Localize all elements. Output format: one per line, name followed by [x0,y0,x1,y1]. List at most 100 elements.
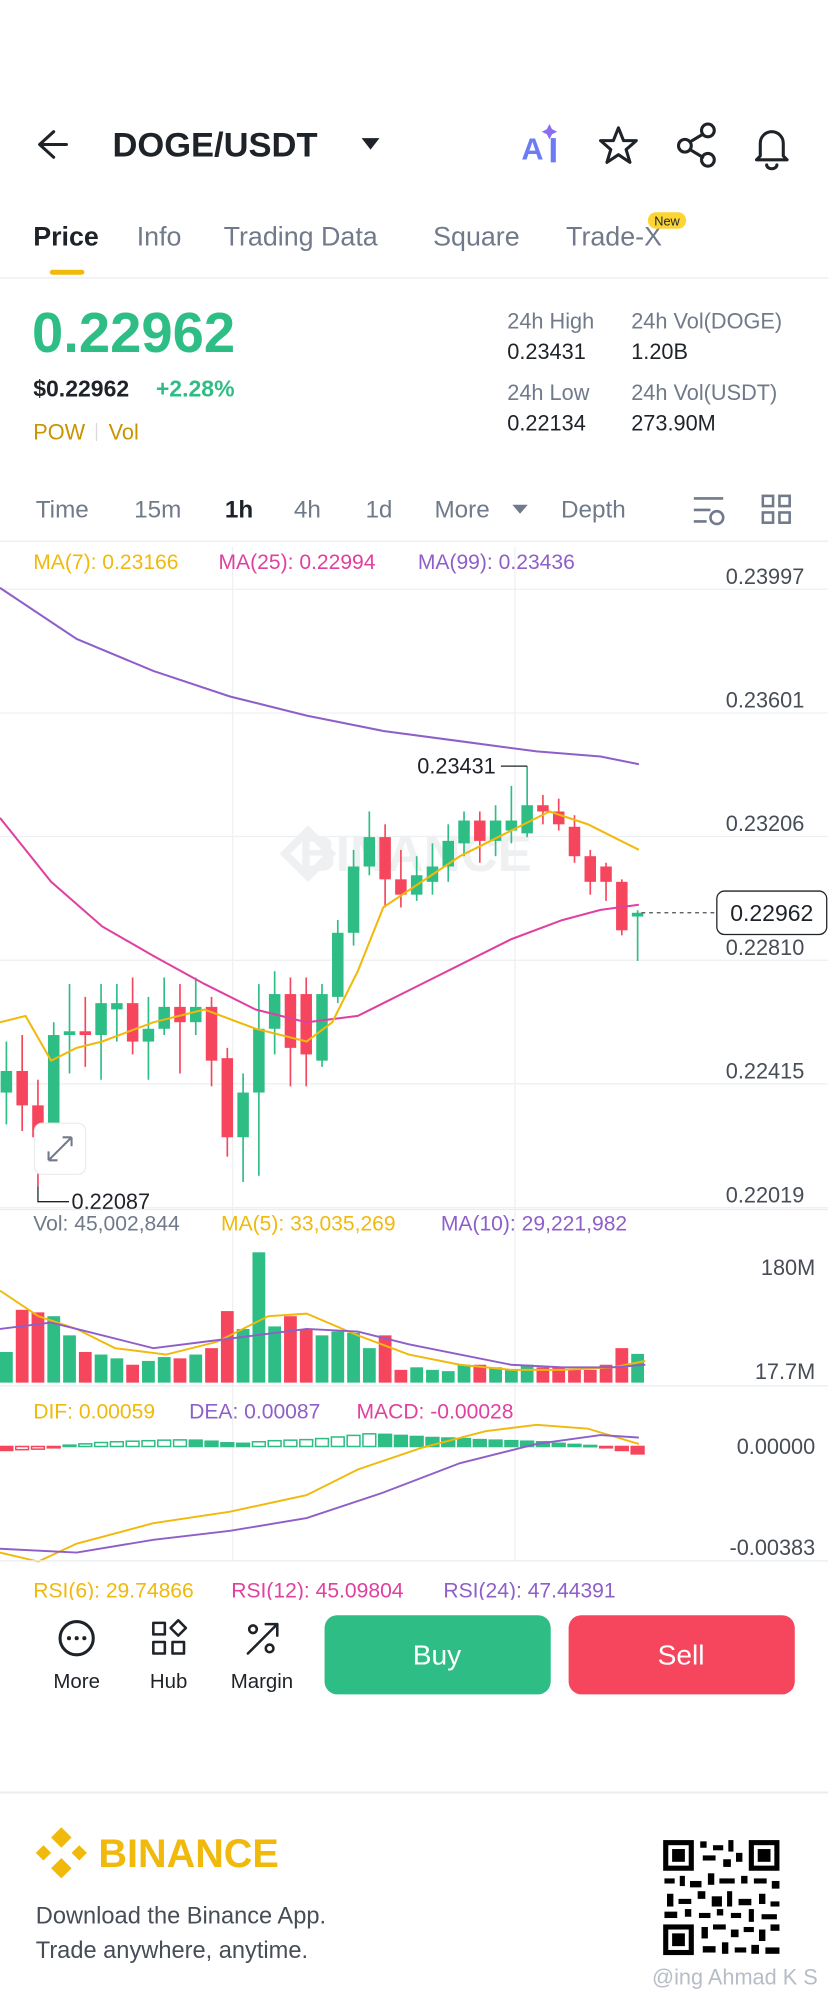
volume-bar [157,1357,171,1383]
tab[interactable]: Trade-X [566,221,662,251]
candle-body [489,820,502,841]
ma-legend: MA(7): 0.23166 [33,551,178,574]
watermark-icon [279,825,337,883]
current-price-label: 0.22962 [730,900,813,926]
interval[interactable]: Time [36,496,89,523]
action-label: Hub [150,1670,188,1693]
sell-label: Sell [658,1639,705,1670]
macd-bar [109,1440,125,1448]
volume-bar [205,1348,218,1383]
vol-ma10-line [0,1321,646,1369]
interval[interactable]: 1h [225,496,253,523]
stat-label: 24h Vol(DOGE) [631,308,782,333]
share-button[interactable] [676,122,716,168]
rsi-legend: RSI(12): 45.09804 [231,1579,404,1602]
stat-label: 24h Vol(USDT) [631,380,777,405]
macd-bar [551,1442,566,1448]
macd-bar [157,1439,172,1448]
volume-bar [142,1360,155,1383]
expand-button[interactable] [33,1122,87,1175]
candle-body [332,932,344,997]
macd-bar [472,1438,487,1448]
macd-legend: DEA: 0.00087 [189,1401,320,1424]
tag[interactable]: POW [33,419,85,444]
margin-action[interactable]: Margin [231,1622,293,1693]
brand: BINANCE [98,1832,278,1876]
volume-bar [110,1358,124,1383]
layout-toggle[interactable] [761,494,791,524]
candle-body [47,1035,60,1138]
macd-bar [583,1444,598,1448]
candle-body [126,1003,139,1042]
divider [0,1791,828,1794]
macd-bar [15,1445,30,1451]
pair-title[interactable]: DOGE/USDT [112,127,317,165]
interval[interactable]: Depth [561,496,626,523]
macd-bar [220,1442,235,1448]
candle-body [363,837,376,867]
candle-body [584,856,597,882]
tab[interactable]: Price [33,221,99,251]
watermark: @ing Ahmad K S [652,1964,818,1989]
macd-bar [188,1439,203,1448]
candle-body [300,994,312,1055]
divider [0,1560,828,1562]
favorite-button[interactable] [599,126,638,164]
ai-icon[interactable]: A [521,124,558,167]
new-badge-text: New [654,214,680,229]
back-button[interactable] [38,130,68,159]
hub-action[interactable]: Hub [150,1619,188,1693]
volume-panel: 180M 17.7M [0,1252,815,1384]
candle-body [205,1006,218,1061]
volume-bar [552,1367,566,1383]
buy-button[interactable] [324,1615,551,1695]
vol-ma5-line [0,1289,646,1371]
interval[interactable]: 4h [294,496,321,523]
macd-bar [614,1445,629,1452]
candle-body [190,1006,202,1023]
candle-body [600,866,612,882]
interval[interactable]: More [434,496,489,523]
divider [0,1385,828,1387]
y-tick-label: 0.23206 [726,811,805,836]
candle-body [316,994,328,1061]
candle-body [16,1070,28,1106]
tab[interactable]: Info [137,221,182,251]
tab[interactable]: Square [433,221,520,251]
macd-bar [251,1440,267,1448]
macd-bar [235,1442,251,1448]
volume-bar [331,1331,345,1383]
interval[interactable]: 1d [365,496,392,523]
more-dropdown[interactable] [512,504,528,514]
footer-line: Download the Binance App. [36,1904,326,1930]
macd-bar [204,1440,219,1448]
volume-bar [78,1351,92,1383]
volume-bar [94,1354,108,1383]
sell-button[interactable] [568,1615,795,1695]
volume-bar [252,1252,266,1383]
alert-button[interactable] [754,130,789,171]
volume-bar [426,1369,439,1383]
candle-body [111,1003,123,1010]
last-price: 0.22962 [32,301,235,364]
indicator-settings[interactable] [693,497,725,526]
vol-tick-label: 180M [761,1255,815,1280]
macd-bar [330,1436,345,1448]
macd-legend: MACD: -0.00028 [357,1401,514,1424]
candle-body [521,805,533,834]
pair-dropdown[interactable] [361,138,380,150]
dif-line [0,1423,640,1563]
interval[interactable]: 15m [134,496,181,523]
stat-value: 0.22134 [507,411,586,436]
volume-bar [299,1328,313,1383]
tab[interactable]: Trading Data [224,221,378,251]
volume-bar [504,1369,518,1383]
macd-bar [488,1439,503,1448]
macd-bar [567,1443,582,1448]
volume-bar [347,1332,360,1383]
tab-indicator [49,269,85,275]
more-action[interactable]: More [53,1620,100,1694]
macd-bar [425,1436,440,1448]
vol-legend: Vol: 45,002,844 [33,1213,180,1236]
tag[interactable]: Vol [109,419,139,444]
